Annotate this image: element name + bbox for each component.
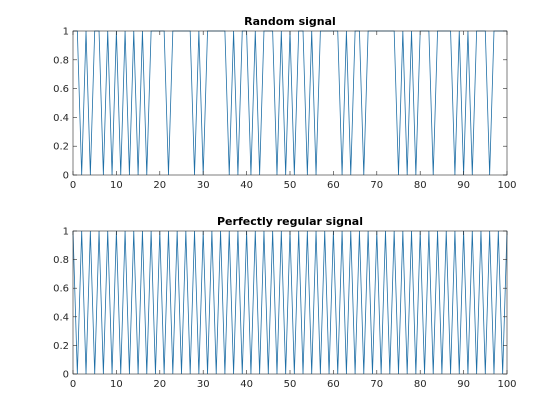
- regular-signal-x-tick-label: 80: [414, 379, 427, 390]
- random-signal-y-tick-label: 0.4: [53, 113, 69, 124]
- random-signal-x-tick-label: 10: [110, 180, 123, 191]
- regular-signal-x-tick-label: 50: [284, 379, 297, 390]
- regular-signal-y-tick-label: 0.6: [53, 284, 69, 295]
- random-signal-x-tick-label: 100: [497, 180, 516, 191]
- regular-signal-x-tick-label: 20: [153, 379, 166, 390]
- regular-signal-x-tick-label: 30: [197, 379, 210, 390]
- regular-signal-title: Perfectly regular signal: [217, 215, 363, 228]
- random-signal-x-tick-label: 0: [70, 180, 76, 191]
- regular-signal-subplot: Perfectly regular signal 0 10 20 30 40 50 60 70…: [53, 215, 516, 390]
- random-signal-x-tick-label: 90: [457, 180, 470, 191]
- regular-signal-y-tick-label: 1: [63, 227, 69, 238]
- random-signal-x-tick-label: 70: [370, 180, 383, 191]
- random-signal-title: Random signal: [244, 15, 336, 28]
- random-signal-y-tick-label: 0.2: [53, 142, 69, 153]
- random-signal-x-tick-label: 30: [197, 180, 210, 191]
- random-signal-x-tick-label: 80: [414, 180, 427, 191]
- regular-signal-y-tick-label: 0: [63, 370, 69, 381]
- regular-signal-x-tick-label: 100: [497, 379, 516, 390]
- regular-signal-y-tick-label: 0.2: [53, 341, 69, 352]
- random-signal-y-tick-label: 0.8: [53, 55, 69, 66]
- regular-signal-y-tick-label: 0.4: [53, 312, 69, 323]
- random-signal-x-tick-label: 40: [240, 180, 253, 191]
- random-signal-y-tick-label: 0.6: [53, 84, 69, 95]
- regular-signal-x-tick-label: 40: [240, 379, 253, 390]
- random-signal-y-tick-label: 1: [63, 27, 69, 38]
- regular-signal-x-tick-label: 70: [370, 379, 383, 390]
- random-signal-subplot: Random signal 0 10 20 30 40 50 60 70 80 90 100 0 0.2…: [53, 15, 516, 191]
- random-signal-x-tick-label: 50: [284, 180, 297, 191]
- regular-signal-x-tick-label: 90: [457, 379, 470, 390]
- regular-signal-x-tick-label: 0: [70, 379, 76, 390]
- random-signal-x-tick-label: 20: [153, 180, 166, 191]
- regular-signal-x-tick-label: 10: [110, 379, 123, 390]
- regular-signal-y-tick-label: 0.8: [53, 255, 69, 266]
- random-signal-y-tick-label: 0: [63, 171, 69, 182]
- random-signal-x-tick-label: 60: [327, 180, 340, 191]
- regular-signal-x-tick-label: 60: [327, 379, 340, 390]
